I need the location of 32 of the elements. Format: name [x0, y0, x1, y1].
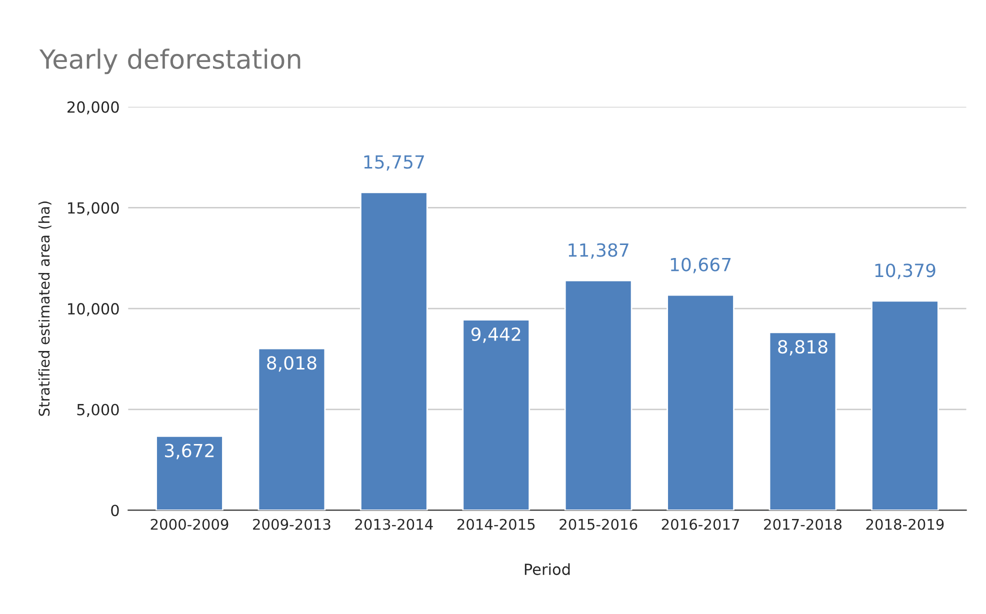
- bar: [871, 300, 939, 510]
- bar: [360, 192, 428, 510]
- data-label: 3,672: [165, 444, 214, 460]
- x-tick-label: 2016-2017: [662, 518, 740, 530]
- bar: [768, 332, 837, 510]
- x-tick-label: 2000-2009: [150, 518, 228, 530]
- data-label: 15,757: [364, 155, 424, 171]
- data-label: 8,018: [267, 356, 316, 372]
- x-tick-label: 2015-2016: [560, 518, 638, 530]
- x-tick-label: 2014-2015: [457, 518, 535, 530]
- x-tick-label: 2018-2019: [866, 518, 944, 530]
- y-tick-label: 20,000: [68, 101, 119, 114]
- data-label: 10,379: [875, 264, 936, 280]
- y-tick-label: 10,000: [68, 303, 119, 316]
- bar: [564, 280, 632, 510]
- x-tick-label: 2013-2014: [355, 518, 433, 530]
- bar: [258, 348, 326, 510]
- data-label: 10,667: [670, 258, 731, 274]
- x-tick-label: 2017-2018: [764, 518, 842, 530]
- data-label: 9,442: [471, 327, 520, 343]
- x-tick-label: 2009-2013: [253, 518, 330, 530]
- y-tick-label: 0: [111, 504, 119, 516]
- bar: [156, 435, 224, 510]
- data-label: 8,818: [778, 340, 828, 356]
- bar: [666, 294, 734, 510]
- y-axis-title: Stratified estimated area (ha): [38, 202, 52, 416]
- data-label: 11,387: [568, 243, 628, 259]
- y-tick-label: 15,000: [68, 202, 119, 216]
- bar: [462, 319, 530, 510]
- chart-title: Yearly deforestation: [39, 48, 300, 74]
- y-tick-label: 5,000: [77, 404, 119, 417]
- x-axis-title: Period: [524, 563, 570, 576]
